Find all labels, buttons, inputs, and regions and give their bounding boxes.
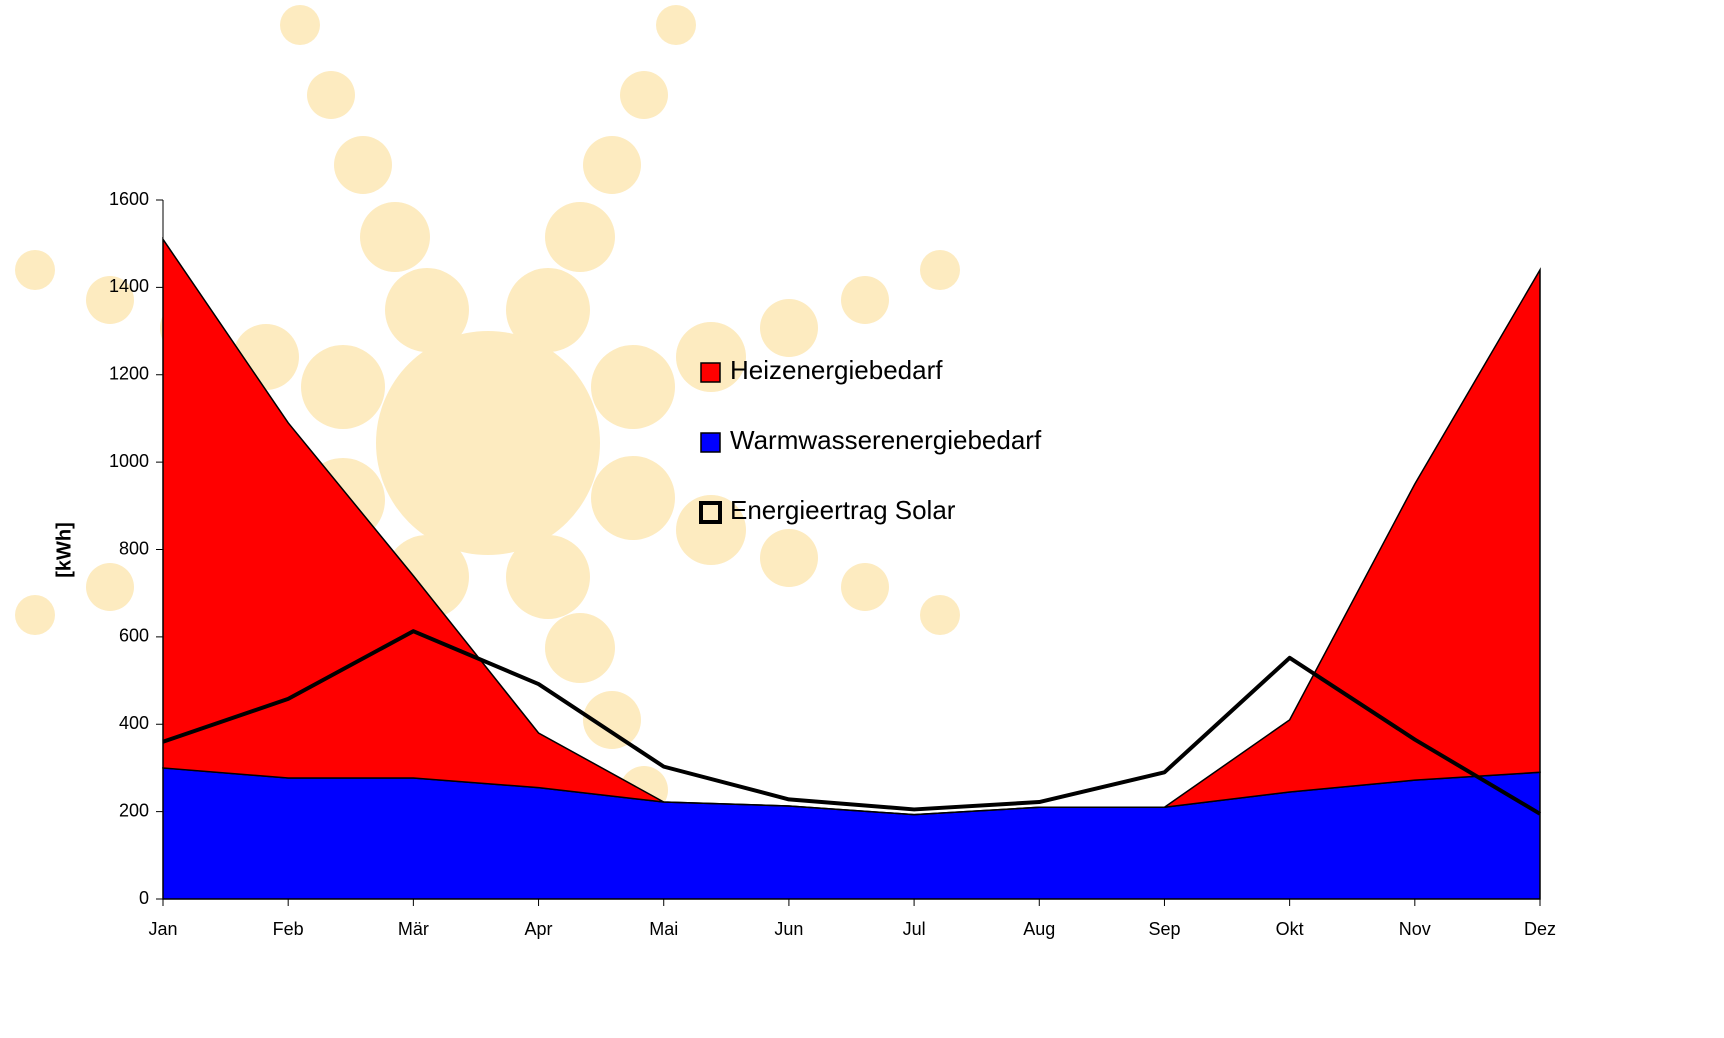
x-tick-label: Apr (525, 919, 553, 939)
x-tick-label: Nov (1399, 919, 1431, 939)
legend-label: Warmwasserenergiebedarf (730, 425, 1042, 455)
y-axis-label: [kWh] (53, 522, 75, 578)
legend-swatch (699, 501, 722, 524)
x-tick-label: Sep (1148, 919, 1180, 939)
y-tick-label: 1400 (109, 276, 149, 296)
x-tick-label: Okt (1276, 919, 1304, 939)
x-tick-label: Feb (273, 919, 304, 939)
x-tick-label: Mär (398, 919, 429, 939)
y-tick-label: 1600 (109, 189, 149, 209)
area (162, 236, 1541, 816)
legend-label: Heizenergiebedarf (730, 355, 943, 385)
y-tick-label: 1200 (109, 364, 149, 384)
x-tick-label: Mai (649, 919, 678, 939)
legend-swatch (700, 432, 721, 453)
x-tick-label: Jul (903, 919, 926, 939)
legend-swatch (700, 362, 721, 383)
legend-label: Energieertrag Solar (730, 495, 956, 525)
x-tick-label: Jan (148, 919, 177, 939)
x-tick-label: Dez (1524, 919, 1556, 939)
solar-line (162, 629, 1542, 816)
y-tick-label: 0 (139, 888, 149, 908)
x-tick-label: Jun (774, 919, 803, 939)
y-tick-label: 800 (119, 538, 149, 558)
y-tick-label: 200 (119, 800, 149, 820)
y-tick-label: 400 (119, 713, 149, 733)
y-tick-label: 600 (119, 626, 149, 646)
sun-decoration (15, 5, 960, 814)
x-tick-label: Aug (1023, 919, 1055, 939)
y-tick-label: 1000 (109, 451, 149, 471)
